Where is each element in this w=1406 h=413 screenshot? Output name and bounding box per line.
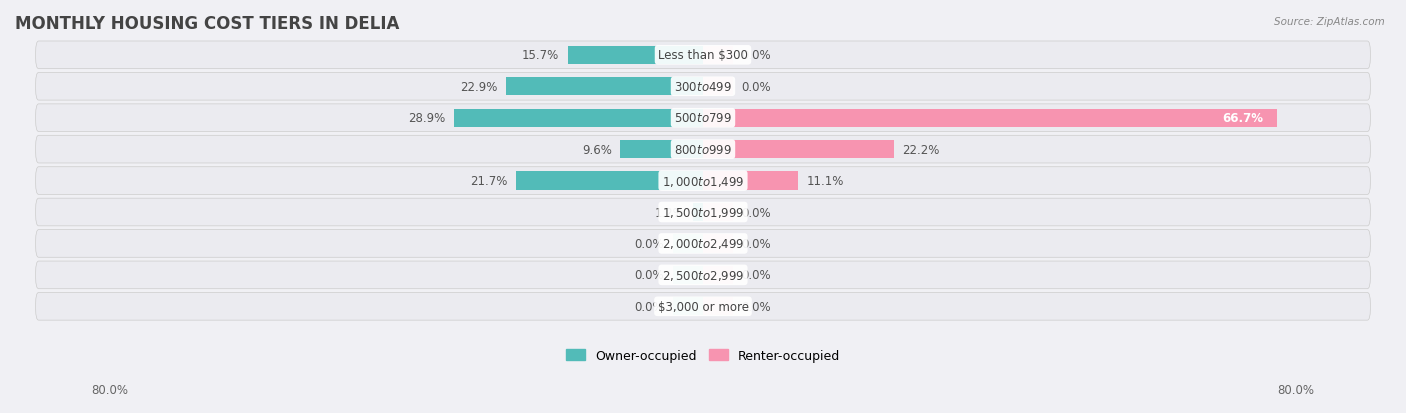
FancyBboxPatch shape (35, 167, 1371, 195)
Text: $1,000 to $1,499: $1,000 to $1,499 (662, 174, 744, 188)
Text: 21.7%: 21.7% (471, 175, 508, 188)
Text: 22.9%: 22.9% (460, 81, 498, 93)
Text: $2,500 to $2,999: $2,500 to $2,999 (662, 268, 744, 282)
Text: 80.0%: 80.0% (1278, 384, 1315, 396)
Text: $2,000 to $2,499: $2,000 to $2,499 (662, 237, 744, 251)
FancyBboxPatch shape (35, 230, 1371, 258)
Bar (703, 203, 733, 222)
Text: 15.7%: 15.7% (522, 49, 560, 62)
Bar (568, 47, 703, 65)
Text: 1.2%: 1.2% (654, 206, 685, 219)
Text: 0.0%: 0.0% (742, 300, 772, 313)
Bar (693, 203, 703, 222)
Text: $300 to $499: $300 to $499 (673, 81, 733, 93)
Text: 11.1%: 11.1% (807, 175, 845, 188)
FancyBboxPatch shape (35, 104, 1371, 132)
FancyBboxPatch shape (35, 73, 1371, 101)
Bar (673, 235, 703, 253)
Text: 0.0%: 0.0% (634, 300, 664, 313)
Text: Source: ZipAtlas.com: Source: ZipAtlas.com (1274, 17, 1385, 26)
Text: 22.2%: 22.2% (903, 143, 939, 156)
Text: 0.0%: 0.0% (742, 49, 772, 62)
FancyBboxPatch shape (35, 42, 1371, 69)
Text: 66.7%: 66.7% (1223, 112, 1264, 125)
FancyBboxPatch shape (35, 293, 1371, 320)
Bar (454, 109, 703, 128)
Text: 0.0%: 0.0% (742, 81, 772, 93)
Text: 80.0%: 80.0% (91, 384, 128, 396)
Bar (673, 297, 703, 316)
Text: Less than $300: Less than $300 (658, 49, 748, 62)
Bar (703, 78, 733, 96)
Text: MONTHLY HOUSING COST TIERS IN DELIA: MONTHLY HOUSING COST TIERS IN DELIA (15, 15, 399, 33)
FancyBboxPatch shape (35, 261, 1371, 289)
Text: 0.0%: 0.0% (742, 206, 772, 219)
Bar (703, 297, 733, 316)
Text: 28.9%: 28.9% (409, 112, 446, 125)
Bar (703, 109, 1277, 128)
FancyBboxPatch shape (35, 136, 1371, 164)
Bar (506, 78, 703, 96)
Bar (703, 47, 733, 65)
Bar (703, 141, 894, 159)
Text: $3,000 or more: $3,000 or more (658, 300, 748, 313)
Text: 9.6%: 9.6% (582, 143, 612, 156)
Bar (620, 141, 703, 159)
Text: $500 to $799: $500 to $799 (673, 112, 733, 125)
Text: 0.0%: 0.0% (742, 269, 772, 282)
Text: 0.0%: 0.0% (634, 269, 664, 282)
Bar (703, 266, 733, 284)
Text: $800 to $999: $800 to $999 (673, 143, 733, 156)
Bar (673, 266, 703, 284)
FancyBboxPatch shape (35, 199, 1371, 226)
Text: $1,500 to $1,999: $1,500 to $1,999 (662, 206, 744, 219)
Legend: Owner-occupied, Renter-occupied: Owner-occupied, Renter-occupied (561, 344, 845, 367)
Bar (703, 172, 799, 190)
Bar (703, 235, 733, 253)
Bar (516, 172, 703, 190)
Text: 0.0%: 0.0% (634, 237, 664, 250)
Text: 0.0%: 0.0% (742, 237, 772, 250)
